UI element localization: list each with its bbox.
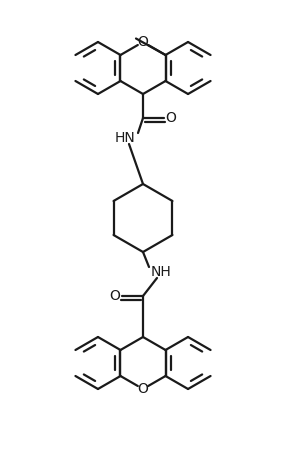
- Text: O: O: [166, 111, 176, 125]
- Text: O: O: [138, 35, 148, 49]
- Text: NH: NH: [151, 265, 171, 279]
- Text: O: O: [110, 289, 120, 303]
- Text: O: O: [138, 382, 148, 396]
- Text: HN: HN: [115, 131, 135, 145]
